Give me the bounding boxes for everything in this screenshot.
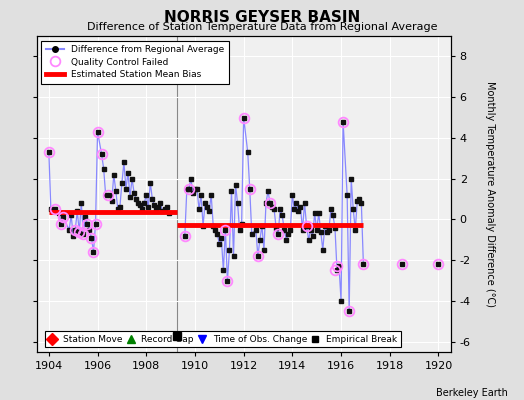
- Legend: Station Move, Record Gap, Time of Obs. Change, Empirical Break: Station Move, Record Gap, Time of Obs. C…: [45, 331, 401, 348]
- Text: Berkeley Earth: Berkeley Earth: [436, 388, 508, 398]
- Text: Difference of Station Temperature Data from Regional Average: Difference of Station Temperature Data f…: [87, 22, 437, 32]
- Text: NORRIS GEYSER BASIN: NORRIS GEYSER BASIN: [164, 10, 360, 25]
- Y-axis label: Monthly Temperature Anomaly Difference (°C): Monthly Temperature Anomaly Difference (…: [485, 81, 495, 307]
